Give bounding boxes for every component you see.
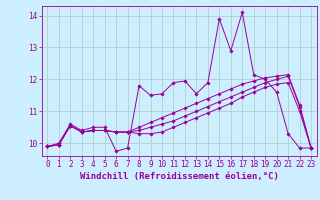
X-axis label: Windchill (Refroidissement éolien,°C): Windchill (Refroidissement éolien,°C) [80, 172, 279, 181]
